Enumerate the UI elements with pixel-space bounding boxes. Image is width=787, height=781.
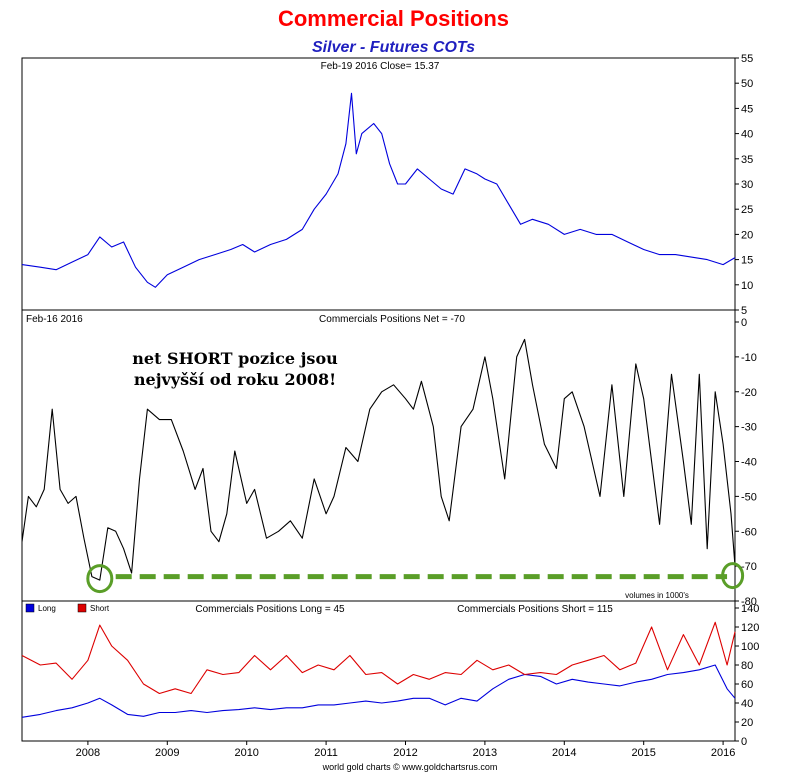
x-tick-label: 2015 bbox=[631, 747, 655, 759]
longshort-ytick-label: 100 bbox=[741, 641, 759, 653]
price-ytick-label: 10 bbox=[741, 280, 753, 292]
net-ytick-label: -80 bbox=[741, 596, 757, 608]
long-panel-header: Commercials Positions Long = 45 bbox=[195, 604, 345, 615]
x-tick-label: 2011 bbox=[314, 747, 338, 759]
footer-credit: world gold charts © www.goldchartsrus.co… bbox=[322, 762, 498, 772]
longshort-ytick-label: 120 bbox=[741, 622, 759, 634]
price-ytick-label: 45 bbox=[741, 103, 753, 115]
price-panel-frame bbox=[21, 57, 736, 311]
price-ytick-label: 55 bbox=[741, 53, 753, 65]
longshort-series-short bbox=[21, 621, 736, 695]
highlight-circle-2008 bbox=[86, 564, 114, 594]
price-ytick-label: 30 bbox=[741, 179, 753, 191]
price-ytick-label: 20 bbox=[741, 229, 753, 241]
price-ytick-label: 50 bbox=[741, 78, 753, 90]
net-ytick-label: -70 bbox=[741, 561, 757, 573]
long-short-panel: 0 20 40 60 80 100 120 140 2008 2009 2010 2011 2012 20… bbox=[21, 603, 759, 759]
legend-long-label: Long bbox=[38, 604, 56, 613]
x-tick-label: 2009 bbox=[155, 747, 179, 759]
net-ytick-label: -10 bbox=[741, 352, 757, 364]
x-tick-label: 2010 bbox=[234, 747, 258, 759]
legend-short-label: Short bbox=[90, 604, 110, 613]
legend-short-swatch bbox=[77, 603, 87, 613]
price-ytick-label: 15 bbox=[741, 255, 753, 267]
net-ytick-label: -60 bbox=[741, 526, 757, 538]
net-panel-date: Feb-16 2016 bbox=[26, 314, 83, 325]
net-ytick-label: -40 bbox=[741, 457, 757, 469]
net-panel-header: Commercials Positions Net = -70 bbox=[319, 314, 465, 325]
longshort-ytick-label: 20 bbox=[741, 717, 753, 729]
price-panel: 5 10 15 20 25 30 35 40 45 50 55 bbox=[21, 53, 753, 317]
longshort-ytick-label: 0 bbox=[741, 736, 747, 748]
highlight-circle-2016 bbox=[721, 562, 745, 590]
longshort-ytick-label: 60 bbox=[741, 679, 753, 691]
net-ytick-label: -20 bbox=[741, 387, 757, 399]
price-ytick-label: 5 bbox=[741, 305, 747, 317]
x-tick-label: 2014 bbox=[552, 747, 576, 759]
net-ytick-label: -50 bbox=[741, 491, 757, 503]
legend-long-swatch bbox=[25, 603, 35, 613]
x-tick-label: 2013 bbox=[473, 747, 497, 759]
price-ytick-label: 25 bbox=[741, 204, 753, 216]
net-panel: 0 -10 -20 -30 -40 -50 -60 -70 -80 bbox=[21, 317, 757, 608]
price-panel-header: Feb-19 2016 Close= 15.37 bbox=[321, 61, 440, 72]
volume-note: volumes in 1000's bbox=[625, 591, 689, 600]
x-tick-label: 2016 bbox=[711, 747, 735, 759]
x-tick-label: 2012 bbox=[393, 747, 417, 759]
long-short-panel-frame bbox=[21, 600, 736, 742]
net-ytick-label: 0 bbox=[741, 317, 747, 329]
net-series-line bbox=[21, 338, 736, 581]
chart-title: Commercial Positions bbox=[277, 6, 510, 31]
chart-subtitle: Silver - Futures COTs bbox=[312, 39, 475, 56]
x-tick-label: 2008 bbox=[76, 747, 100, 759]
price-ytick-label: 35 bbox=[741, 154, 753, 166]
annotation-line-2: nejvyšší od roku 2008! bbox=[134, 370, 336, 389]
net-ytick-label: -30 bbox=[741, 422, 757, 434]
longshort-ytick-label: 140 bbox=[741, 603, 759, 615]
annotation-line-1: net SHORT pozice jsou bbox=[132, 349, 338, 368]
longshort-series-long bbox=[21, 664, 736, 718]
price-series-line bbox=[21, 92, 736, 288]
longshort-ytick-label: 80 bbox=[741, 660, 753, 672]
price-ytick-label: 40 bbox=[741, 129, 753, 141]
longshort-ytick-label: 40 bbox=[741, 698, 753, 710]
short-panel-header: Commercials Positions Short = 115 bbox=[457, 604, 613, 615]
